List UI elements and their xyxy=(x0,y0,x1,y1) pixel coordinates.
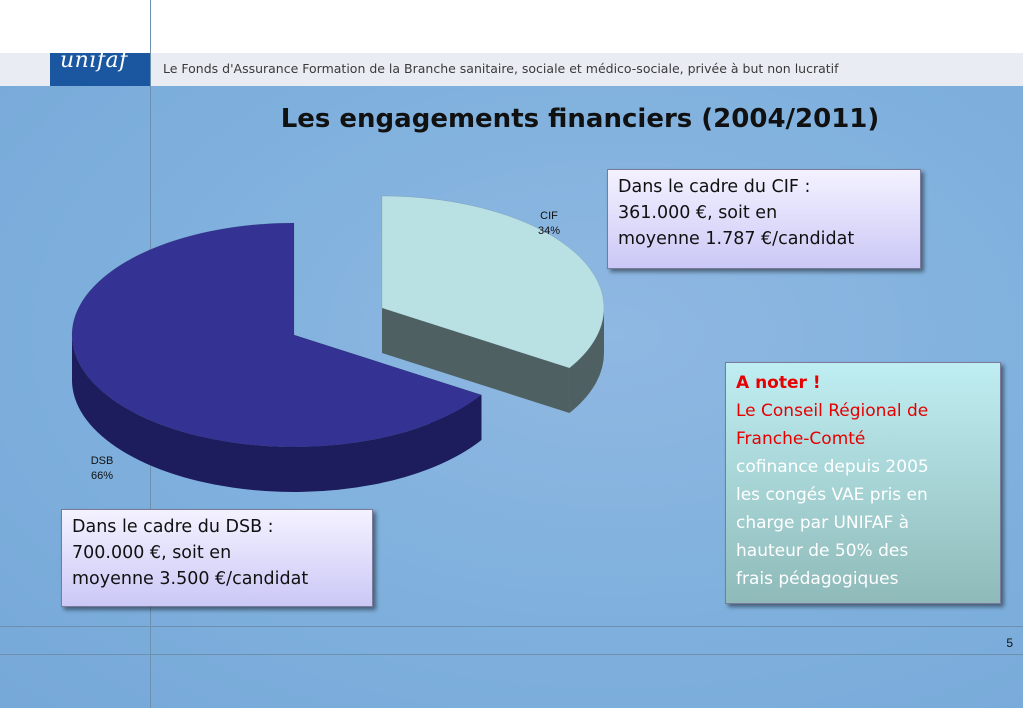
note-red-line-1: Le Conseil Régional de xyxy=(736,401,929,421)
cif-line-2: 361.000 €, soit en xyxy=(618,203,778,223)
pie-label-dsb-name: DSB xyxy=(90,455,114,467)
pie-slice-cif xyxy=(381,195,605,369)
note-line-2: les congés VAE pris en xyxy=(736,485,928,505)
header-tagline: Le Fonds d'Assurance Formation de la Bra… xyxy=(163,61,839,76)
dsb-line-1: Dans le cadre du DSB : xyxy=(72,517,274,537)
pie-slice-dsb xyxy=(71,222,482,448)
pie-label-cif: CIF 34% xyxy=(529,209,569,239)
pie-side-cif xyxy=(569,308,604,414)
footer-rule-bottom xyxy=(0,654,1023,655)
pie-label-cif-name: CIF xyxy=(540,210,558,222)
note-line-4: hauteur de 50% des xyxy=(736,541,909,561)
cif-line-3: moyenne 1.787 €/candidat xyxy=(618,229,855,249)
slide-title: Les engagements financiers (2004/2011) xyxy=(280,104,880,134)
logo-background xyxy=(50,53,150,86)
pie-side-dsb xyxy=(72,335,482,493)
note-line-5: frais pédagogiques xyxy=(736,569,899,589)
cif-info-box: Dans le cadre du CIF : 361.000 €, soit e… xyxy=(607,169,921,269)
dsb-info-box: Dans le cadre du DSB : 700.000 €, soit e… xyxy=(61,509,373,607)
dsb-line-3: moyenne 3.500 €/candidat xyxy=(72,569,309,589)
cif-line-1: Dans le cadre du CIF : xyxy=(618,177,811,197)
unifaf-logo: unifaf xyxy=(60,48,128,73)
dsb-line-2: 700.000 €, soit en xyxy=(72,543,232,563)
note-box: A noter ! Le Conseil Régional de Franche… xyxy=(725,362,1001,604)
note-line-1: cofinance depuis 2005 xyxy=(736,457,929,477)
pie-label-dsb-value: 66% xyxy=(90,470,114,482)
note-line-3: charge par UNIFAF à xyxy=(736,513,910,533)
pie-wall-cif-1 xyxy=(382,308,570,414)
pie-label-dsb: DSB 66% xyxy=(82,454,122,484)
page-number: 5 xyxy=(1006,636,1013,650)
header-band xyxy=(0,53,1023,86)
note-title: A noter ! xyxy=(736,373,821,393)
note-red-line-2: Franche-Comté xyxy=(736,429,866,449)
footer-rule-top xyxy=(0,626,1023,627)
pie-label-cif-value: 34% xyxy=(537,225,561,237)
